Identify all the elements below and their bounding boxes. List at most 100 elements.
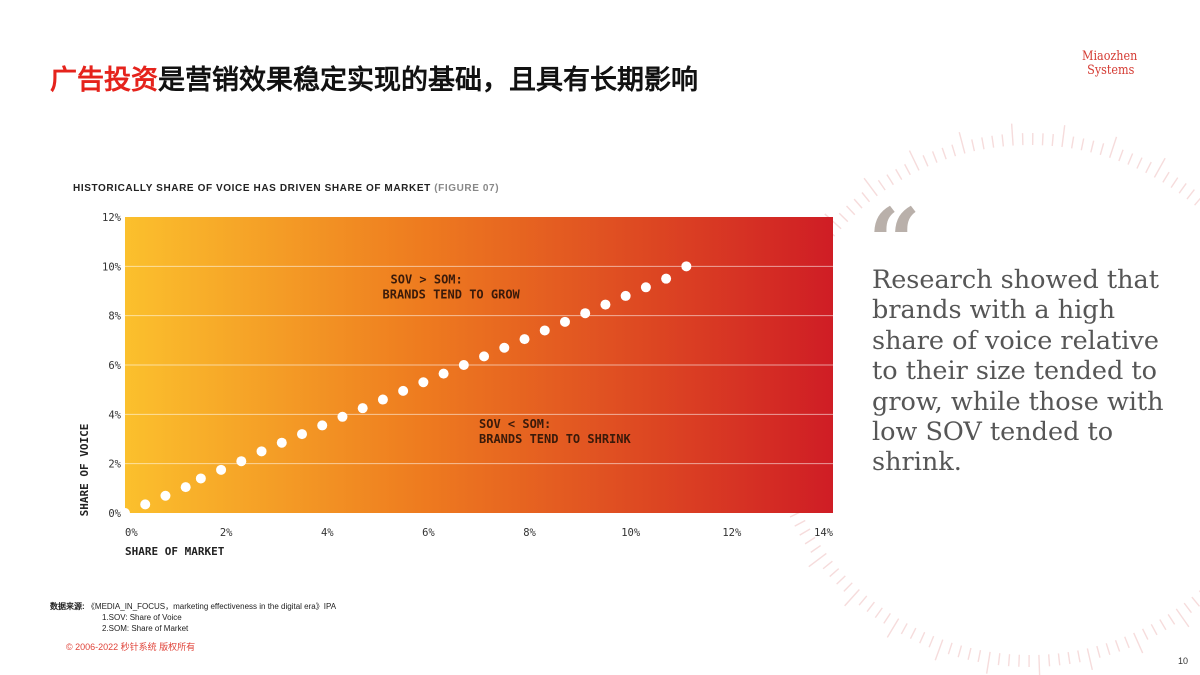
ring-tick <box>934 639 944 661</box>
note-sov: 1.SOV: Share of Voice <box>102 613 182 622</box>
data-point <box>418 377 429 388</box>
ring-tick <box>1047 654 1051 667</box>
ring-tick <box>1175 608 1190 628</box>
ring-tick <box>829 568 840 578</box>
ring-tick <box>1099 143 1105 156</box>
ring-tick <box>900 623 908 635</box>
ring-tick <box>1191 596 1200 607</box>
y-tick-label: 6% <box>108 360 121 372</box>
annotation-line2: BRANDS TEND TO GROW <box>383 288 521 302</box>
chart-title-text: HISTORICALLY SHARE OF VOICE HAS DRIVEN S… <box>73 183 431 194</box>
ring-tick <box>1170 177 1179 188</box>
ring-tick <box>836 575 846 585</box>
ring-tick <box>997 653 1001 666</box>
ring-tick <box>838 212 849 223</box>
quote-text: Research showed that brands with a high … <box>872 265 1164 478</box>
ring-tick <box>967 647 972 660</box>
ring-tick <box>1162 171 1170 183</box>
ring-tick <box>861 192 871 203</box>
ring-tick <box>1041 133 1044 146</box>
ring-tick <box>877 179 886 191</box>
data-point <box>160 490 171 501</box>
ring-tick <box>886 618 900 638</box>
ring-tick <box>1141 628 1149 640</box>
ring-tick <box>1145 161 1152 174</box>
ring-tick <box>1067 652 1071 665</box>
y-tick-label: 0% <box>108 508 121 520</box>
figure-label: (FIGURE 07) <box>434 183 500 194</box>
x-tick-label: 6% <box>422 527 435 539</box>
data-point <box>256 446 267 457</box>
data-point <box>499 342 510 353</box>
page-title: 广告投资是营销效果稳定实现的基础，且具有长期影响 <box>50 58 698 97</box>
ring-tick <box>1086 648 1093 671</box>
source-text: 《MEDIA_IN_FOCUS，marketing effectiveness … <box>86 602 337 611</box>
data-point <box>479 351 490 362</box>
ring-tick <box>1105 643 1111 655</box>
data-point <box>620 290 631 301</box>
data-point <box>539 325 550 336</box>
annotation-line2: BRANDS TEND TO SHRINK <box>479 432 631 446</box>
data-point <box>600 299 611 310</box>
ring-tick <box>1108 136 1118 158</box>
ring-tick <box>895 168 903 180</box>
data-point <box>438 368 449 379</box>
chart-title: HISTORICALLY SHARE OF VOICE HAS DRIVEN S… <box>73 183 499 194</box>
ring-tick <box>941 147 947 160</box>
data-point <box>377 394 388 405</box>
data-point <box>640 282 651 293</box>
x-tick-label: 10% <box>621 527 641 539</box>
ring-tick <box>971 139 976 152</box>
ring-tick <box>1051 133 1054 147</box>
ring-tick <box>1070 136 1075 149</box>
data-point <box>398 385 409 396</box>
ring-tick <box>1186 189 1195 200</box>
ring-tick <box>1133 632 1144 654</box>
ring-tick <box>843 582 853 592</box>
annotation-line1: SOV < SOM: <box>479 417 551 431</box>
ring-tick <box>863 177 878 197</box>
ring-tick <box>874 607 883 619</box>
data-point <box>357 403 368 414</box>
ring-tick <box>794 519 806 527</box>
x-tick-label: 4% <box>321 527 334 539</box>
ring-tick <box>1127 153 1134 165</box>
ring-tick <box>1183 602 1192 614</box>
copyright: © 2006-2022 秒针系统 版权所有 <box>66 642 196 652</box>
title-highlight: 广告投资 <box>50 65 158 95</box>
source-note: 数据来源: 《MEDIA_IN_FOCUS，marketing effectiv… <box>50 601 336 634</box>
ring-tick <box>1001 134 1005 147</box>
ring-tick <box>1150 623 1158 636</box>
ring-tick <box>1090 140 1095 153</box>
x-tick-label: 0% <box>125 527 138 539</box>
note-som: 2.SOM: Share of Market <box>102 624 189 633</box>
data-point <box>337 411 348 422</box>
ring-tick <box>947 642 953 655</box>
ring-tick <box>1114 639 1121 652</box>
x-tick-label: 8% <box>523 527 536 539</box>
ring-tick <box>804 536 816 545</box>
ring-tick <box>1159 619 1167 631</box>
x-tick-label: 2% <box>220 527 233 539</box>
ring-tick <box>1136 157 1143 169</box>
data-point <box>195 473 206 484</box>
ring-tick <box>922 155 929 167</box>
ring-tick <box>886 174 894 186</box>
ring-tick <box>1061 125 1066 148</box>
ring-tick <box>1178 183 1187 194</box>
ring-tick <box>977 650 982 663</box>
ring-tick <box>1018 654 1021 667</box>
x-tick-label: 14% <box>814 527 834 539</box>
data-point <box>681 261 692 272</box>
ring-tick <box>1153 157 1166 178</box>
ring-tick <box>991 135 995 148</box>
ring-tick <box>1194 197 1200 206</box>
title-rest: 是营销效果稳定实现的基础，且具有长期影响 <box>158 65 698 95</box>
ring-tick <box>951 144 957 157</box>
annotation-line1: SOV > SOM: <box>391 273 463 287</box>
data-point <box>297 429 307 440</box>
ring-tick <box>931 151 938 163</box>
ring-tick <box>883 612 891 624</box>
data-point <box>580 308 591 319</box>
